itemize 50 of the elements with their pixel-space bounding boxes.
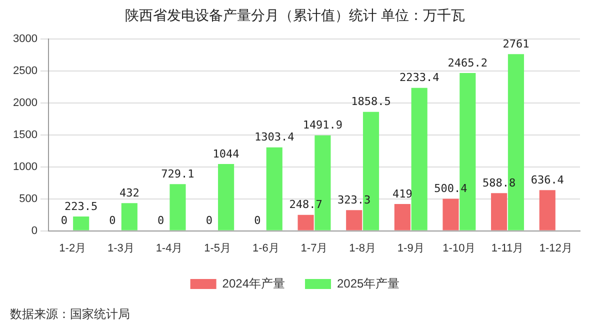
data-label: 0 [109,214,116,228]
data-label: 2465.2 [448,56,488,70]
bar [394,204,410,230]
bar [218,164,234,230]
y-tick-label: 1500 [12,128,38,141]
bar [266,147,282,230]
y-tick-label: 2000 [12,96,38,109]
x-tick-label: 1-4月 [156,242,183,254]
data-label: 0 [60,214,68,228]
data-label: 636.4 [530,173,564,186]
bar [346,210,362,230]
legend-label: 2025年产量 [337,276,400,290]
x-tick-label: 1-3月 [108,242,134,254]
bar [73,216,90,230]
y-tick-label: 1000 [12,160,38,173]
bar [442,198,459,230]
bar [170,184,186,230]
x-tick-label: 1-7月 [300,242,328,254]
y-tick-label: 500 [19,192,38,205]
data-label: 223.5 [64,200,98,213]
data-label: 1858.5 [351,95,391,108]
data-label: 0 [254,214,261,228]
data-label: 2233.4 [399,71,440,84]
data-label: 0 [158,214,164,228]
x-tick-label: 1-8月 [349,242,376,254]
y-tick-label: 2500 [12,64,38,77]
data-label: 0 [206,214,212,228]
x-tick-label: 1-12月 [539,242,572,254]
data-label: 1303.4 [254,130,295,144]
x-tick-label: 1-2月 [59,242,86,254]
legend-label: 2024年产量 [222,276,286,290]
x-tick-label: 1-11月 [491,242,524,254]
data-label: 729.1 [161,167,194,180]
data-label: 2761 [502,37,530,50]
bar [411,88,428,230]
bar [298,214,314,230]
source-note: 数据来源：国家统计局 [10,306,130,323]
data-label: 1044 [212,147,240,160]
bar [491,193,508,230]
x-tick-label: 1-5月 [204,242,232,254]
bar [121,203,138,230]
chart-title: 陕西省发电设备产量分月（累计值）统计 单位：万千瓦 [124,8,466,24]
x-tick-label: 1-9月 [397,242,424,254]
data-label: 1491.9 [302,118,343,132]
y-tick-label: 0 [31,224,38,237]
bar [539,190,556,230]
x-tick-label: 1-6月 [252,242,280,254]
data-label: 432 [119,186,140,200]
y-tick-label: 3000 [12,32,38,45]
x-tick-label: 1-10月 [442,242,476,254]
